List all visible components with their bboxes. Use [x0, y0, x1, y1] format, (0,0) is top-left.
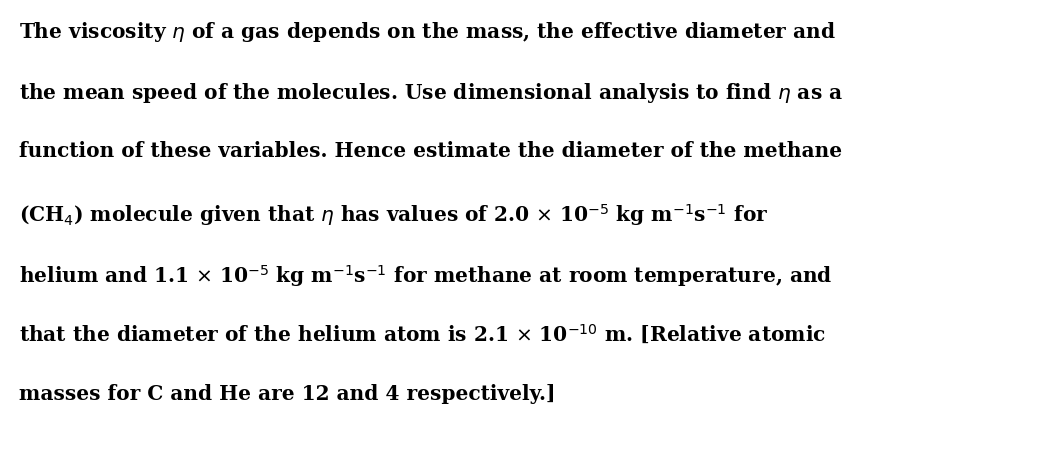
Text: helium and 1.1 $\times$ 10$^{-5}$ kg m$^{-1}$s$^{-1}$ for methane at room temper: helium and 1.1 $\times$ 10$^{-5}$ kg m$^… — [19, 263, 832, 289]
Text: (CH$_4$) molecule given that $\eta$ has values of 2.0 $\times$ 10$^{-5}$ kg m$^{: (CH$_4$) molecule given that $\eta$ has … — [19, 202, 768, 228]
Text: that the diameter of the helium atom is 2.1 $\times$ 10$^{-10}$ m. [Relative ato: that the diameter of the helium atom is … — [19, 323, 826, 347]
Text: function of these variables. Hence estimate the diameter of the methane: function of these variables. Hence estim… — [19, 141, 842, 162]
Text: The viscosity $\eta$ of a gas depends on the mass, the effective diameter and: The viscosity $\eta$ of a gas depends on… — [19, 20, 836, 44]
Text: masses for C and He are 12 and 4 respectively.]: masses for C and He are 12 and 4 respect… — [19, 384, 555, 404]
Text: the mean speed of the molecules. Use dimensional analysis to find $\eta$ as a: the mean speed of the molecules. Use dim… — [19, 81, 843, 105]
